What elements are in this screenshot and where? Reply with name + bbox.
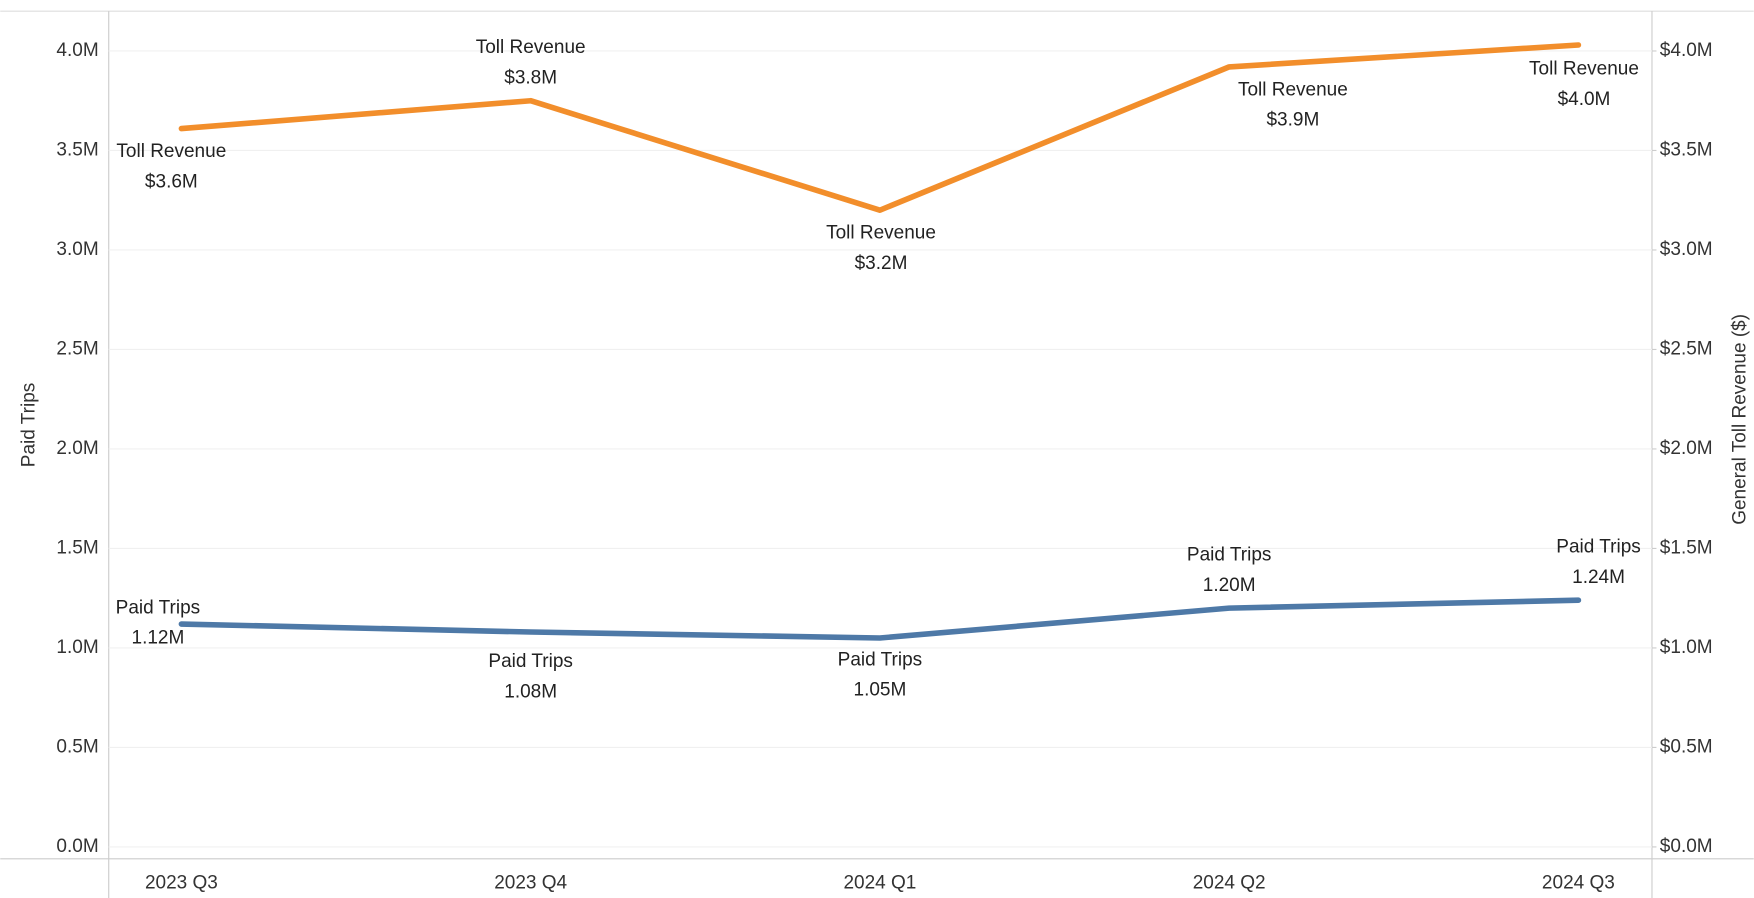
y2-tick-label: $1.0M (1660, 637, 1713, 658)
series-name-label: Toll Revenue (1529, 59, 1639, 80)
series-name-label: Paid Trips (1187, 545, 1271, 566)
series-name-label: Paid Trips (116, 597, 200, 618)
x-tick-label: 2023 Q3 (145, 872, 218, 893)
y-tick-label: 2.0M (56, 438, 98, 459)
y2-axis-title: General Toll Revenue ($) (1729, 314, 1750, 525)
y2-tick-label: $3.5M (1660, 139, 1713, 160)
value-label: 1.05M (854, 680, 907, 701)
series-line (178, 597, 1582, 641)
value-label: $3.2M (855, 253, 908, 274)
y-tick-label: 1.5M (56, 537, 98, 558)
value-label: $3.6M (145, 171, 198, 192)
y2-tick-label: $2.5M (1660, 338, 1713, 359)
y-tick-label: 0.5M (56, 736, 98, 757)
x-tick-label: 2024 Q2 (1193, 872, 1266, 893)
y-tick-label: 0.0M (56, 836, 98, 857)
y-tick-label: 2.5M (56, 338, 98, 359)
value-label: 1.08M (504, 681, 557, 702)
series-name-label: Paid Trips (838, 649, 922, 670)
series-name-label: Toll Revenue (826, 223, 936, 244)
series-line (178, 42, 1582, 213)
y-axis-title: Paid Trips (18, 383, 39, 467)
value-label: $4.0M (1558, 89, 1611, 110)
value-label: 1.24M (1572, 567, 1625, 588)
value-label: $3.8M (504, 67, 557, 88)
y-tick-label: 3.5M (56, 139, 98, 160)
x-tick-label: 2023 Q4 (494, 872, 567, 893)
y2-tick-label: $4.0M (1660, 40, 1713, 61)
y-tick-label: 3.0M (56, 239, 98, 260)
y2-tick-label: $2.0M (1660, 438, 1713, 459)
series-name-label: Paid Trips (488, 651, 572, 672)
y-tick-label: 4.0M (56, 40, 98, 61)
y-tick-label: 1.0M (56, 637, 98, 658)
x-tick-label: 2024 Q3 (1542, 872, 1615, 893)
y2-tick-label: $3.0M (1660, 239, 1713, 260)
y2-tick-label: $0.0M (1660, 836, 1713, 857)
value-label: $3.9M (1266, 110, 1319, 131)
series-name-label: Toll Revenue (1238, 79, 1348, 100)
value-label: 1.20M (1203, 575, 1256, 596)
x-tick-label: 2024 Q1 (843, 872, 916, 893)
series-name-label: Toll Revenue (476, 37, 586, 58)
series-name-label: Paid Trips (1556, 537, 1640, 558)
value-label: 1.12M (132, 628, 185, 649)
y2-tick-label: $1.5M (1660, 537, 1713, 558)
y2-tick-label: $0.5M (1660, 736, 1713, 757)
series-name-label: Toll Revenue (116, 141, 226, 162)
